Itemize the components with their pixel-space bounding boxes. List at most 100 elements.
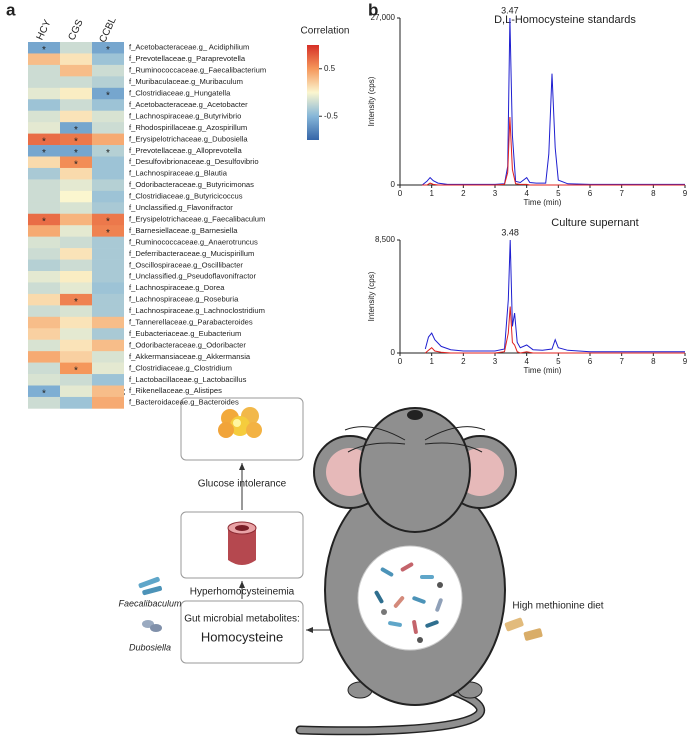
heat-cell	[92, 271, 124, 283]
panel-label: b	[368, 0, 378, 19]
heat-cell	[60, 122, 92, 134]
heat-cell	[28, 328, 60, 340]
heat-cell	[28, 64, 60, 77]
row-label: f_Clostridiaceae.g_Butyricicoccus	[129, 192, 243, 201]
heat-cell	[60, 362, 92, 375]
heat-cell	[28, 225, 60, 237]
row-label: f_Odoribacteraceae.g_Butyricimonas	[129, 180, 254, 189]
x-tick-label: 9	[683, 189, 688, 198]
heat-cell	[60, 76, 92, 89]
row-label: f_Eubacteriaceae.g_Eubacterium	[129, 329, 241, 338]
significance-mark: *	[106, 148, 110, 159]
microbe-icon	[138, 576, 162, 632]
row-label: f_Oscillospiraceae.g_Oscillibacter	[129, 260, 243, 269]
heat-cell	[60, 328, 92, 340]
row-label: f_Unclassified.g_Pseudoflavonifractor	[129, 272, 257, 281]
row-label: f_Ruminococcaceae.g_Anaerotruncus	[129, 237, 258, 246]
significance-mark: *	[42, 217, 46, 228]
row-label: f_Lachnospiraceae.g_Roseburia	[129, 295, 239, 304]
row-label: f_Prevotellaceae.g_Alloprevotella	[129, 146, 242, 155]
row-label: f_Erysipelotrichaceae.g_Faecalibaculum	[129, 214, 265, 223]
heat-cell	[60, 236, 92, 249]
row-label: f_Ruminococcaceae.g_Faecalibacterium	[129, 66, 266, 75]
row-label: f_Prevotellaceae.g_Paraprevotella	[129, 54, 246, 63]
peak-label: 3.47	[501, 5, 519, 15]
significance-mark: *	[74, 136, 78, 147]
significance-mark: *	[106, 45, 110, 56]
heat-cell	[60, 156, 92, 169]
heat-cell	[92, 133, 124, 146]
x-tick-label: 2	[461, 189, 466, 198]
diagram: Faecalibaculum Dubosiella Glucose intole…	[118, 397, 604, 736]
panel-label: a	[6, 0, 16, 19]
row-label: f_Deferribacteraceae.g_Mucispirillum	[129, 249, 254, 258]
box-label: Glucose intolerance	[198, 479, 287, 490]
heat-cell	[28, 122, 60, 134]
box	[180, 600, 304, 664]
row-label: f_Lactobacillaceae.g_Lactobacillus	[129, 375, 247, 384]
heat-cell	[28, 167, 60, 180]
heat-cell	[60, 351, 92, 363]
y-tick-label: 27,000	[371, 13, 396, 22]
heat-cell	[60, 53, 92, 66]
heat-cell	[28, 156, 60, 169]
row-label: f_Lachnospiraceae.g_Butyrivibrio	[129, 111, 241, 120]
heat-cell	[60, 259, 92, 272]
box-label: Homocysteine	[201, 629, 283, 644]
heat-cell	[92, 122, 124, 134]
y-axis-label: Intensity (cps)	[367, 271, 376, 321]
heat-cell	[28, 305, 60, 318]
heat-cell	[92, 202, 124, 215]
x-tick-label: 6	[588, 189, 593, 198]
microbe-label: Faecalibaculum	[118, 598, 182, 608]
heat-cell	[60, 271, 92, 283]
heat-cell	[28, 271, 60, 283]
row-label: f_Bacteroidaceae.g_Bacteroides	[129, 398, 239, 407]
heat-cell	[60, 64, 92, 77]
heat-cell	[92, 282, 124, 295]
vessel-icon	[227, 521, 257, 565]
significance-mark: *	[106, 228, 110, 239]
glucose-icon	[218, 407, 262, 438]
row-label: f_Lachnospiraceae.g_Blautia	[129, 169, 228, 178]
diet-label: High methionine diet	[512, 601, 603, 612]
x-tick-label: 7	[619, 357, 624, 366]
heat-cell	[92, 293, 124, 306]
microbe-label: Dubosiella	[129, 642, 171, 652]
peak-label: 3.48	[501, 227, 519, 237]
heat-cell	[60, 396, 92, 409]
heat-cell	[92, 76, 124, 89]
heat-cell	[92, 179, 124, 192]
trace	[424, 239, 685, 353]
row-label: f_Acetobacteraceae.g_Acetobacter	[129, 100, 248, 109]
heat-cell	[60, 282, 92, 295]
heat-cell	[92, 110, 124, 123]
heat-cell	[92, 87, 124, 100]
heat-cell	[92, 396, 124, 409]
heat-cell	[60, 339, 92, 352]
significance-mark: *	[74, 159, 78, 170]
heat-cell	[28, 145, 60, 157]
row-label: f_Muribaculaceae.g_Muribaculum	[129, 77, 243, 86]
heat-cell	[60, 133, 92, 146]
heat-cell	[92, 99, 124, 111]
row-label: f_Unclassified.g_Flavonifractor	[129, 203, 233, 212]
row-label: f_Odoribacteraceae.g_Odoribacter	[129, 340, 246, 349]
y-tick-label: 8,500	[375, 235, 396, 244]
food-icon	[504, 617, 543, 641]
row-label: f_Erysipelotrichaceae.g_Dubosiella	[129, 134, 248, 143]
heat-cell	[92, 145, 124, 157]
heat-cell	[28, 110, 60, 123]
heat-cell	[92, 42, 124, 54]
heat-cell	[92, 64, 124, 77]
significance-mark: *	[42, 148, 46, 159]
chart-title: Culture supernant	[551, 217, 638, 229]
heat-cell	[28, 99, 60, 111]
heat-cell	[28, 396, 60, 409]
chart-title: D,L-Homocysteine standards	[494, 14, 636, 26]
heat-cell	[60, 167, 92, 180]
significance-mark: *	[106, 91, 110, 102]
heat-cell	[28, 282, 60, 295]
heat-cell	[60, 293, 92, 306]
heat-cell	[28, 190, 60, 203]
